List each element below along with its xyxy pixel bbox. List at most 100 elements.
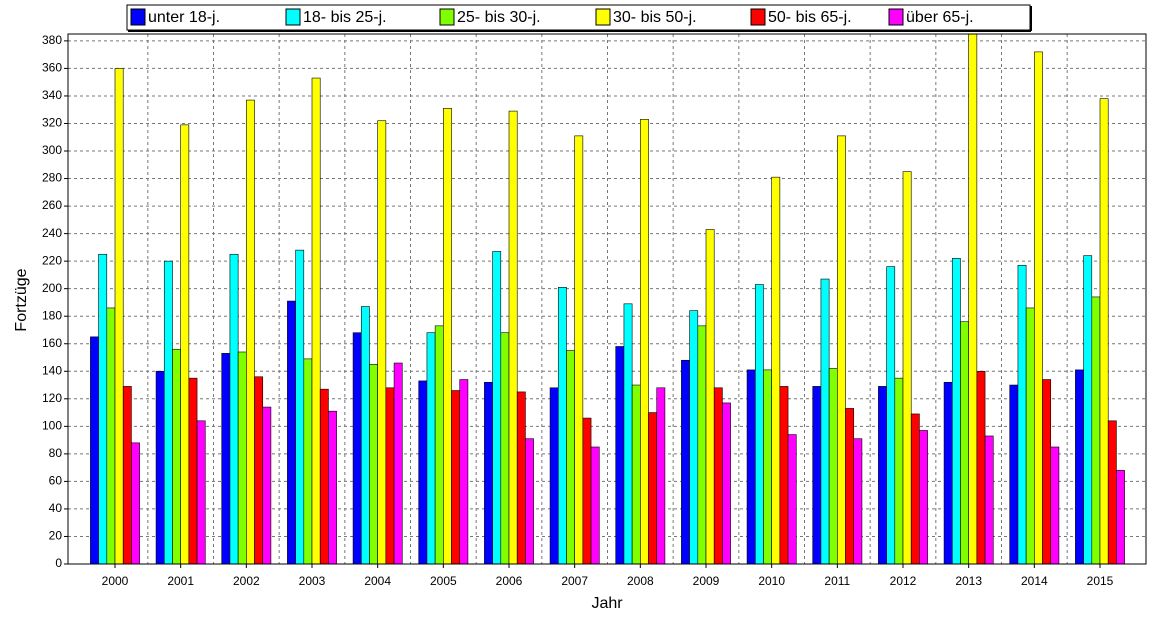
bar xyxy=(319,388,329,565)
bar xyxy=(943,381,953,565)
x-tick-label: 2003 xyxy=(299,574,326,588)
bar xyxy=(221,353,231,565)
bar xyxy=(640,119,649,565)
y-tick-label: 340 xyxy=(42,88,62,102)
bar xyxy=(229,253,239,565)
bar xyxy=(352,332,362,565)
x-tick-label: 2008 xyxy=(627,574,654,588)
bar xyxy=(984,435,994,565)
x-tick-label: 2004 xyxy=(364,574,391,588)
bar xyxy=(106,307,116,565)
y-tick-label: 200 xyxy=(42,281,62,295)
y-tick-label: 240 xyxy=(42,226,62,240)
x-axis-title: Jahr xyxy=(591,595,623,612)
legend-label: über 65-j. xyxy=(906,9,974,26)
bar xyxy=(746,369,756,565)
bar xyxy=(886,266,896,565)
bar xyxy=(1050,446,1060,565)
legend-label: 50- bis 65-j. xyxy=(768,9,852,26)
y-tick-label: 260 xyxy=(42,198,62,212)
bar xyxy=(172,348,181,565)
bar xyxy=(853,438,863,565)
bar xyxy=(902,171,912,565)
bar xyxy=(951,258,961,565)
bar xyxy=(722,402,731,565)
bar xyxy=(196,420,206,565)
bar xyxy=(328,410,337,565)
bar xyxy=(254,376,264,565)
bar xyxy=(163,260,173,565)
bar xyxy=(681,359,690,565)
bar xyxy=(90,336,99,565)
bar xyxy=(845,408,855,565)
bar xyxy=(1083,255,1093,565)
y-tick-label: 380 xyxy=(42,33,62,47)
bar xyxy=(828,368,838,565)
bar xyxy=(385,387,395,565)
bar xyxy=(131,442,140,565)
y-tick-label: 360 xyxy=(42,61,62,75)
y-tick-label: 180 xyxy=(42,308,62,322)
bar xyxy=(508,110,518,565)
bar xyxy=(1025,307,1035,565)
y-tick-label: 140 xyxy=(42,363,62,377)
legend-box xyxy=(126,4,1031,31)
bar xyxy=(426,332,436,565)
bar xyxy=(98,253,108,565)
bar xyxy=(1091,296,1101,565)
bar xyxy=(500,332,510,565)
legend-swatch xyxy=(285,8,301,26)
bar xyxy=(369,364,378,565)
y-tick-label: 60 xyxy=(49,474,63,488)
bar xyxy=(631,384,641,565)
y-tick-label: 320 xyxy=(42,116,62,130)
bar xyxy=(311,77,321,565)
bar xyxy=(1099,98,1109,565)
bar xyxy=(648,412,658,565)
bar xyxy=(1075,369,1084,565)
y-tick-label: 40 xyxy=(49,501,63,515)
bar xyxy=(705,229,715,565)
y-tick-label: 80 xyxy=(49,446,63,460)
x-tick-label: 2002 xyxy=(233,574,260,588)
legend-swatch xyxy=(130,8,146,26)
legend-label: 30- bis 50-j. xyxy=(613,9,697,26)
x-tick-label: 2015 xyxy=(1087,574,1114,588)
x-tick-label: 2012 xyxy=(890,574,917,588)
bar xyxy=(960,321,969,565)
legend-swatch xyxy=(888,8,904,26)
legend-swatch xyxy=(439,8,455,26)
x-tick-label: 2000 xyxy=(102,574,129,588)
bar xyxy=(418,380,428,565)
bar xyxy=(771,176,781,565)
bar xyxy=(894,377,904,565)
bar xyxy=(516,391,526,565)
bar xyxy=(155,370,165,565)
bar xyxy=(122,386,132,565)
bar xyxy=(492,251,502,565)
x-tick-label: 2009 xyxy=(693,574,720,588)
bar xyxy=(237,351,247,565)
x-tick-label: 2014 xyxy=(1021,574,1048,588)
bar xyxy=(557,286,567,565)
bar xyxy=(574,135,584,565)
x-tick-label: 2006 xyxy=(496,574,523,588)
bar xyxy=(484,381,493,565)
bar xyxy=(837,135,846,565)
x-tick-label: 2001 xyxy=(167,574,194,588)
x-tick-label: 2005 xyxy=(430,574,457,588)
legend-label: 25- bis 30-j. xyxy=(457,9,541,26)
bar xyxy=(1034,51,1043,565)
bar xyxy=(615,346,625,565)
bar xyxy=(295,249,305,565)
x-tick-label: 2011 xyxy=(824,574,850,588)
y-tick-label: 160 xyxy=(42,336,62,350)
bar xyxy=(287,300,296,565)
bar xyxy=(820,278,830,565)
bar xyxy=(1107,420,1117,565)
bar xyxy=(459,379,469,565)
bar xyxy=(180,124,190,565)
y-tick-label: 0 xyxy=(55,556,62,570)
plot-frame xyxy=(67,33,1147,565)
